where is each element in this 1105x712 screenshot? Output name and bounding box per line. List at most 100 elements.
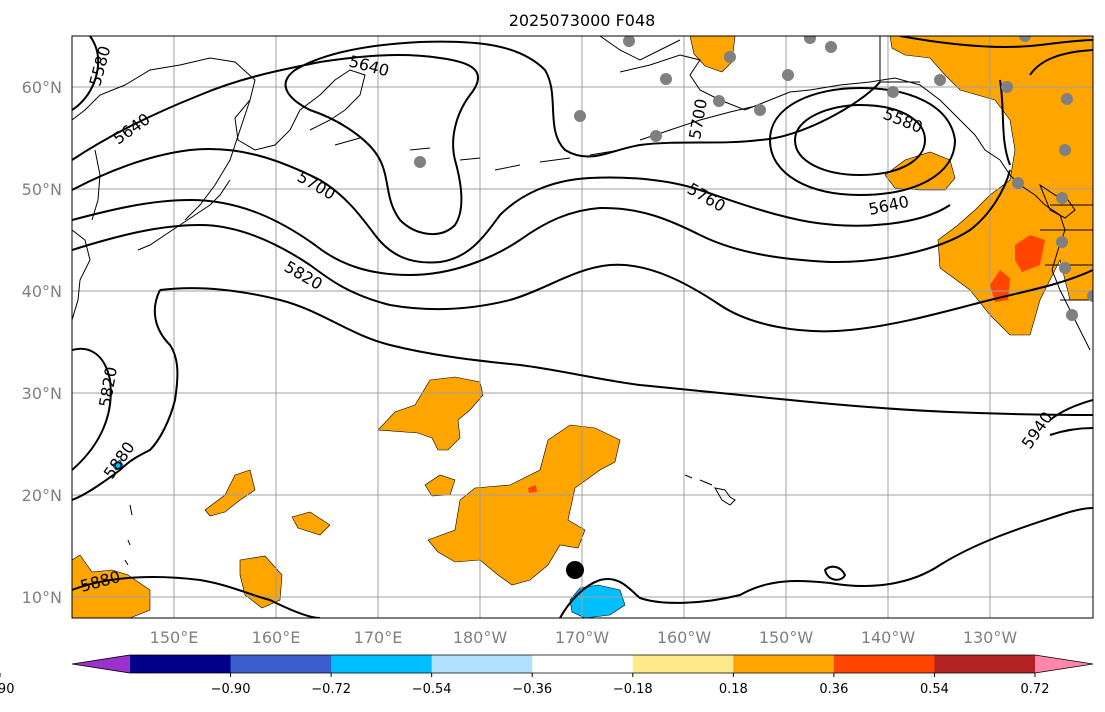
station-markers xyxy=(414,36,1093,321)
colorbar-segment xyxy=(934,655,1036,673)
lat-label: 40°N xyxy=(22,282,62,301)
latitude-labels: 60°N 50°N 40°N 30°N 20°N 10°N xyxy=(22,78,62,607)
station-marker xyxy=(1012,177,1024,189)
lon-label: 160°W xyxy=(657,628,712,647)
station-marker xyxy=(623,36,635,47)
colorbar-tick-label: 0.18 xyxy=(719,682,748,697)
shaded-region-northwest-pacific xyxy=(377,376,484,451)
lon-label: 130°W xyxy=(963,628,1018,647)
shaded-region-intense-1 xyxy=(1015,235,1045,272)
contour-small-loop xyxy=(823,565,847,581)
station-marker xyxy=(1066,309,1078,321)
lat-label: 60°N xyxy=(22,78,62,97)
lon-label: 170°W xyxy=(555,628,610,647)
station-marker xyxy=(414,156,426,168)
coastline-islands-west xyxy=(124,504,133,566)
colorbar-segment xyxy=(331,655,433,673)
contour-5700 xyxy=(72,148,951,264)
colorbar-segment xyxy=(230,655,332,673)
colorbar-segment xyxy=(431,655,533,673)
station-marker xyxy=(660,73,672,85)
lat-label: 10°N xyxy=(22,588,62,607)
coastline-kuril xyxy=(137,179,231,251)
station-marker xyxy=(1056,192,1068,204)
shaded-region-central-pacific xyxy=(427,424,621,586)
colorbar-segment xyxy=(632,655,734,673)
contour-5820 xyxy=(72,223,1093,333)
station-marker xyxy=(650,130,662,142)
coastline-aleutians xyxy=(334,104,761,171)
colorbar-tick-label: −0.72 xyxy=(311,682,351,697)
station-marker xyxy=(804,36,816,44)
station-marker xyxy=(724,51,736,63)
colorbar-tick-label: 0.72 xyxy=(1021,682,1050,697)
colorbar-tick-label: −0.54 xyxy=(412,682,452,697)
station-marker xyxy=(574,110,586,122)
height-contours xyxy=(72,36,1093,618)
contour-ne-lines xyxy=(899,36,1093,166)
lat-label: 20°N xyxy=(22,486,62,505)
station-marker xyxy=(1001,81,1013,93)
shaded-region-intense-3 xyxy=(528,485,537,493)
station-marker xyxy=(1059,262,1071,274)
colorbar-segment xyxy=(733,655,835,673)
colorbar-tick-label: −0.18 xyxy=(613,682,653,697)
map-panel: 5580 5640 5700 5820 5820 5880 5640 5580 … xyxy=(72,36,1093,618)
colorbar-segment xyxy=(833,655,935,673)
station-marker xyxy=(754,104,766,116)
map-frame xyxy=(71,35,1094,619)
colorbar-tick-label: 0.90 xyxy=(0,682,14,697)
colorbar-tick-label: −0.90 xyxy=(211,682,251,697)
contour-5640-west xyxy=(72,40,881,236)
station-marker xyxy=(934,74,946,86)
colorbar-tick-label: 0.54 xyxy=(920,682,949,697)
station-marker xyxy=(1056,236,1068,248)
station-marker xyxy=(713,95,725,107)
coastline-vancouver xyxy=(1038,183,1076,219)
contour-5760 xyxy=(72,169,1011,277)
shaded-region-west-2 xyxy=(291,511,331,536)
colorbar-segment xyxy=(130,655,232,673)
shaded-region-intense-2 xyxy=(990,270,1010,302)
coastline-asia xyxy=(72,57,366,151)
station-marker xyxy=(1059,144,1071,156)
lon-label: 160°E xyxy=(252,628,301,647)
coastline-alaska-north xyxy=(599,36,681,61)
colorbar-segment xyxy=(532,655,634,673)
center-marker xyxy=(566,561,584,579)
shaded-region-small-1 xyxy=(424,474,456,497)
lon-label: 140°W xyxy=(861,628,916,647)
contour-5940 xyxy=(1049,399,1093,436)
shaded-region-southwest xyxy=(72,554,151,618)
coastline-japan xyxy=(72,229,91,321)
lon-label: 150°W xyxy=(759,628,814,647)
colorbar-extend-high xyxy=(1035,655,1093,673)
coastline-alaska xyxy=(619,54,1001,161)
lon-label: 170°E xyxy=(354,628,403,647)
contour-5880-south xyxy=(72,507,1093,618)
station-marker xyxy=(1019,36,1031,42)
coastline-sakhalin xyxy=(91,149,101,221)
contour-low-ring-1 xyxy=(793,103,927,177)
colorbar-extend-low xyxy=(72,655,130,673)
coastline-kamchatka xyxy=(184,99,251,221)
longitude-labels: 150°E 160°E 170°E 180°W 170°W 160°W 150°… xyxy=(150,628,1018,647)
shaded-region-alaska-north xyxy=(689,36,736,73)
shaded-region-northeast xyxy=(889,36,1093,336)
lat-label: 30°N xyxy=(22,384,62,403)
lon-label: 180°W xyxy=(453,628,508,647)
station-marker xyxy=(1061,93,1073,105)
lat-label: 50°N xyxy=(22,180,62,199)
station-marker xyxy=(1087,290,1093,302)
colorbar-tick-label: −0.36 xyxy=(512,682,552,697)
coastline-hawaii xyxy=(684,474,736,506)
gridlines xyxy=(72,36,1093,618)
map-title: 2025073000 F048 xyxy=(509,11,656,30)
contour-5580-west xyxy=(72,36,100,111)
lon-label: 150°E xyxy=(150,628,199,647)
contour-low-ring-2 xyxy=(768,86,957,197)
colorbar: −0.90 −0.72 −0.54 −0.36 −0.18 0.18 0.36 0.54 0.7… xyxy=(0,654,1094,697)
shaded-region-west xyxy=(204,469,256,517)
colorbar-outline xyxy=(71,654,1094,674)
